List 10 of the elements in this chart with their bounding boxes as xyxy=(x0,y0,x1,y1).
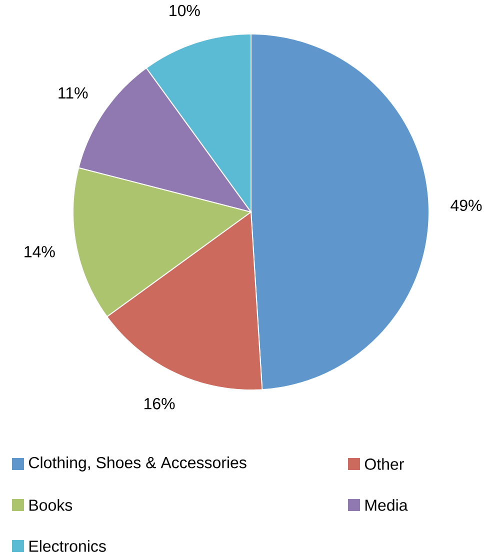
legend-label: Electronics xyxy=(30,540,106,552)
legend-label: Books xyxy=(30,499,72,511)
legend-label: Clothing, Shoes & Accessories xyxy=(29,456,246,472)
legend-label: Media xyxy=(366,499,408,511)
data-label: 11% xyxy=(58,87,88,99)
legend-label: Other xyxy=(364,458,404,470)
data-label: 49% xyxy=(450,200,482,212)
data-label: 16% xyxy=(144,398,175,410)
data-label: 14% xyxy=(24,246,55,258)
data-label: 10% xyxy=(170,4,200,16)
